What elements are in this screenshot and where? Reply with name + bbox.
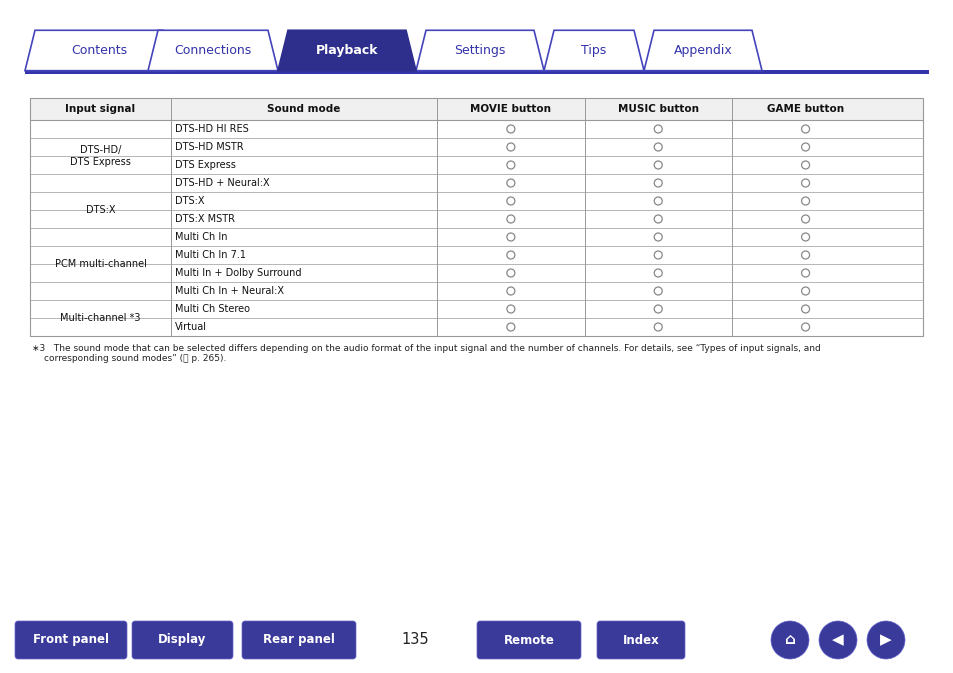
Text: GAME button: GAME button [766, 104, 843, 114]
Text: DTS Express: DTS Express [175, 160, 235, 170]
Text: Multi Ch In: Multi Ch In [175, 232, 228, 242]
Text: Appendix: Appendix [673, 44, 732, 57]
Text: Index: Index [622, 633, 659, 647]
Polygon shape [416, 30, 543, 71]
Bar [25, 70, 928, 73]
Polygon shape [643, 30, 761, 71]
Text: ⌂: ⌂ [783, 633, 795, 647]
FancyBboxPatch shape [132, 621, 233, 659]
Text: 135: 135 [401, 633, 428, 647]
Text: Multi Ch In 7.1: Multi Ch In 7.1 [175, 250, 246, 260]
Text: Rear panel: Rear panel [263, 633, 335, 647]
Text: Settings: Settings [454, 44, 505, 57]
Text: Virtual: Virtual [175, 322, 207, 332]
Bar [30, 98, 923, 336]
FancyBboxPatch shape [597, 621, 684, 659]
Text: Multi Ch In + Neural:X: Multi Ch In + Neural:X [175, 286, 284, 296]
FancyBboxPatch shape [242, 621, 355, 659]
FancyBboxPatch shape [476, 621, 580, 659]
Circle shape [770, 621, 808, 659]
Text: DTS-HD MSTR: DTS-HD MSTR [175, 142, 243, 152]
Text: Front panel: Front panel [33, 633, 109, 647]
Text: Connections: Connections [174, 44, 252, 57]
Text: PCM multi-channel: PCM multi-channel [54, 259, 147, 269]
Text: MOVIE button: MOVIE button [470, 104, 551, 114]
Circle shape [866, 621, 904, 659]
Text: ◀: ◀ [831, 633, 843, 647]
Bar [30, 98, 923, 120]
Text: Multi-channel *3: Multi-channel *3 [60, 313, 141, 323]
Text: corresponding sound modes” (⬜ p. 265).: corresponding sound modes” (⬜ p. 265). [44, 354, 226, 363]
Text: Playback: Playback [315, 44, 377, 57]
Text: DTS:X MSTR: DTS:X MSTR [175, 214, 234, 224]
Text: Contents: Contents [71, 44, 127, 57]
Polygon shape [25, 30, 172, 71]
Text: Sound mode: Sound mode [267, 104, 340, 114]
Polygon shape [277, 30, 416, 71]
Text: Input signal: Input signal [66, 104, 135, 114]
Text: Display: Display [158, 633, 207, 647]
Text: DTS:X: DTS:X [86, 205, 115, 215]
Text: DTS-HD HI RES: DTS-HD HI RES [175, 124, 249, 134]
Text: Multi Ch Stereo: Multi Ch Stereo [175, 304, 250, 314]
Text: ▶: ▶ [880, 633, 891, 647]
Text: DTS-HD + Neural:X: DTS-HD + Neural:X [175, 178, 270, 188]
FancyBboxPatch shape [15, 621, 127, 659]
Text: Multi In + Dolby Surround: Multi In + Dolby Surround [175, 268, 301, 278]
Text: Remote: Remote [503, 633, 554, 647]
Circle shape [818, 621, 856, 659]
Text: ∗3   The sound mode that can be selected differs depending on the audio format o: ∗3 The sound mode that can be selected d… [32, 344, 820, 353]
Polygon shape [543, 30, 643, 71]
Text: DTS-HD/
DTS Express: DTS-HD/ DTS Express [70, 145, 131, 167]
Polygon shape [148, 30, 277, 71]
Text: DTS:X: DTS:X [175, 196, 204, 206]
Text: Tips: Tips [580, 44, 606, 57]
Text: MUSIC button: MUSIC button [618, 104, 698, 114]
